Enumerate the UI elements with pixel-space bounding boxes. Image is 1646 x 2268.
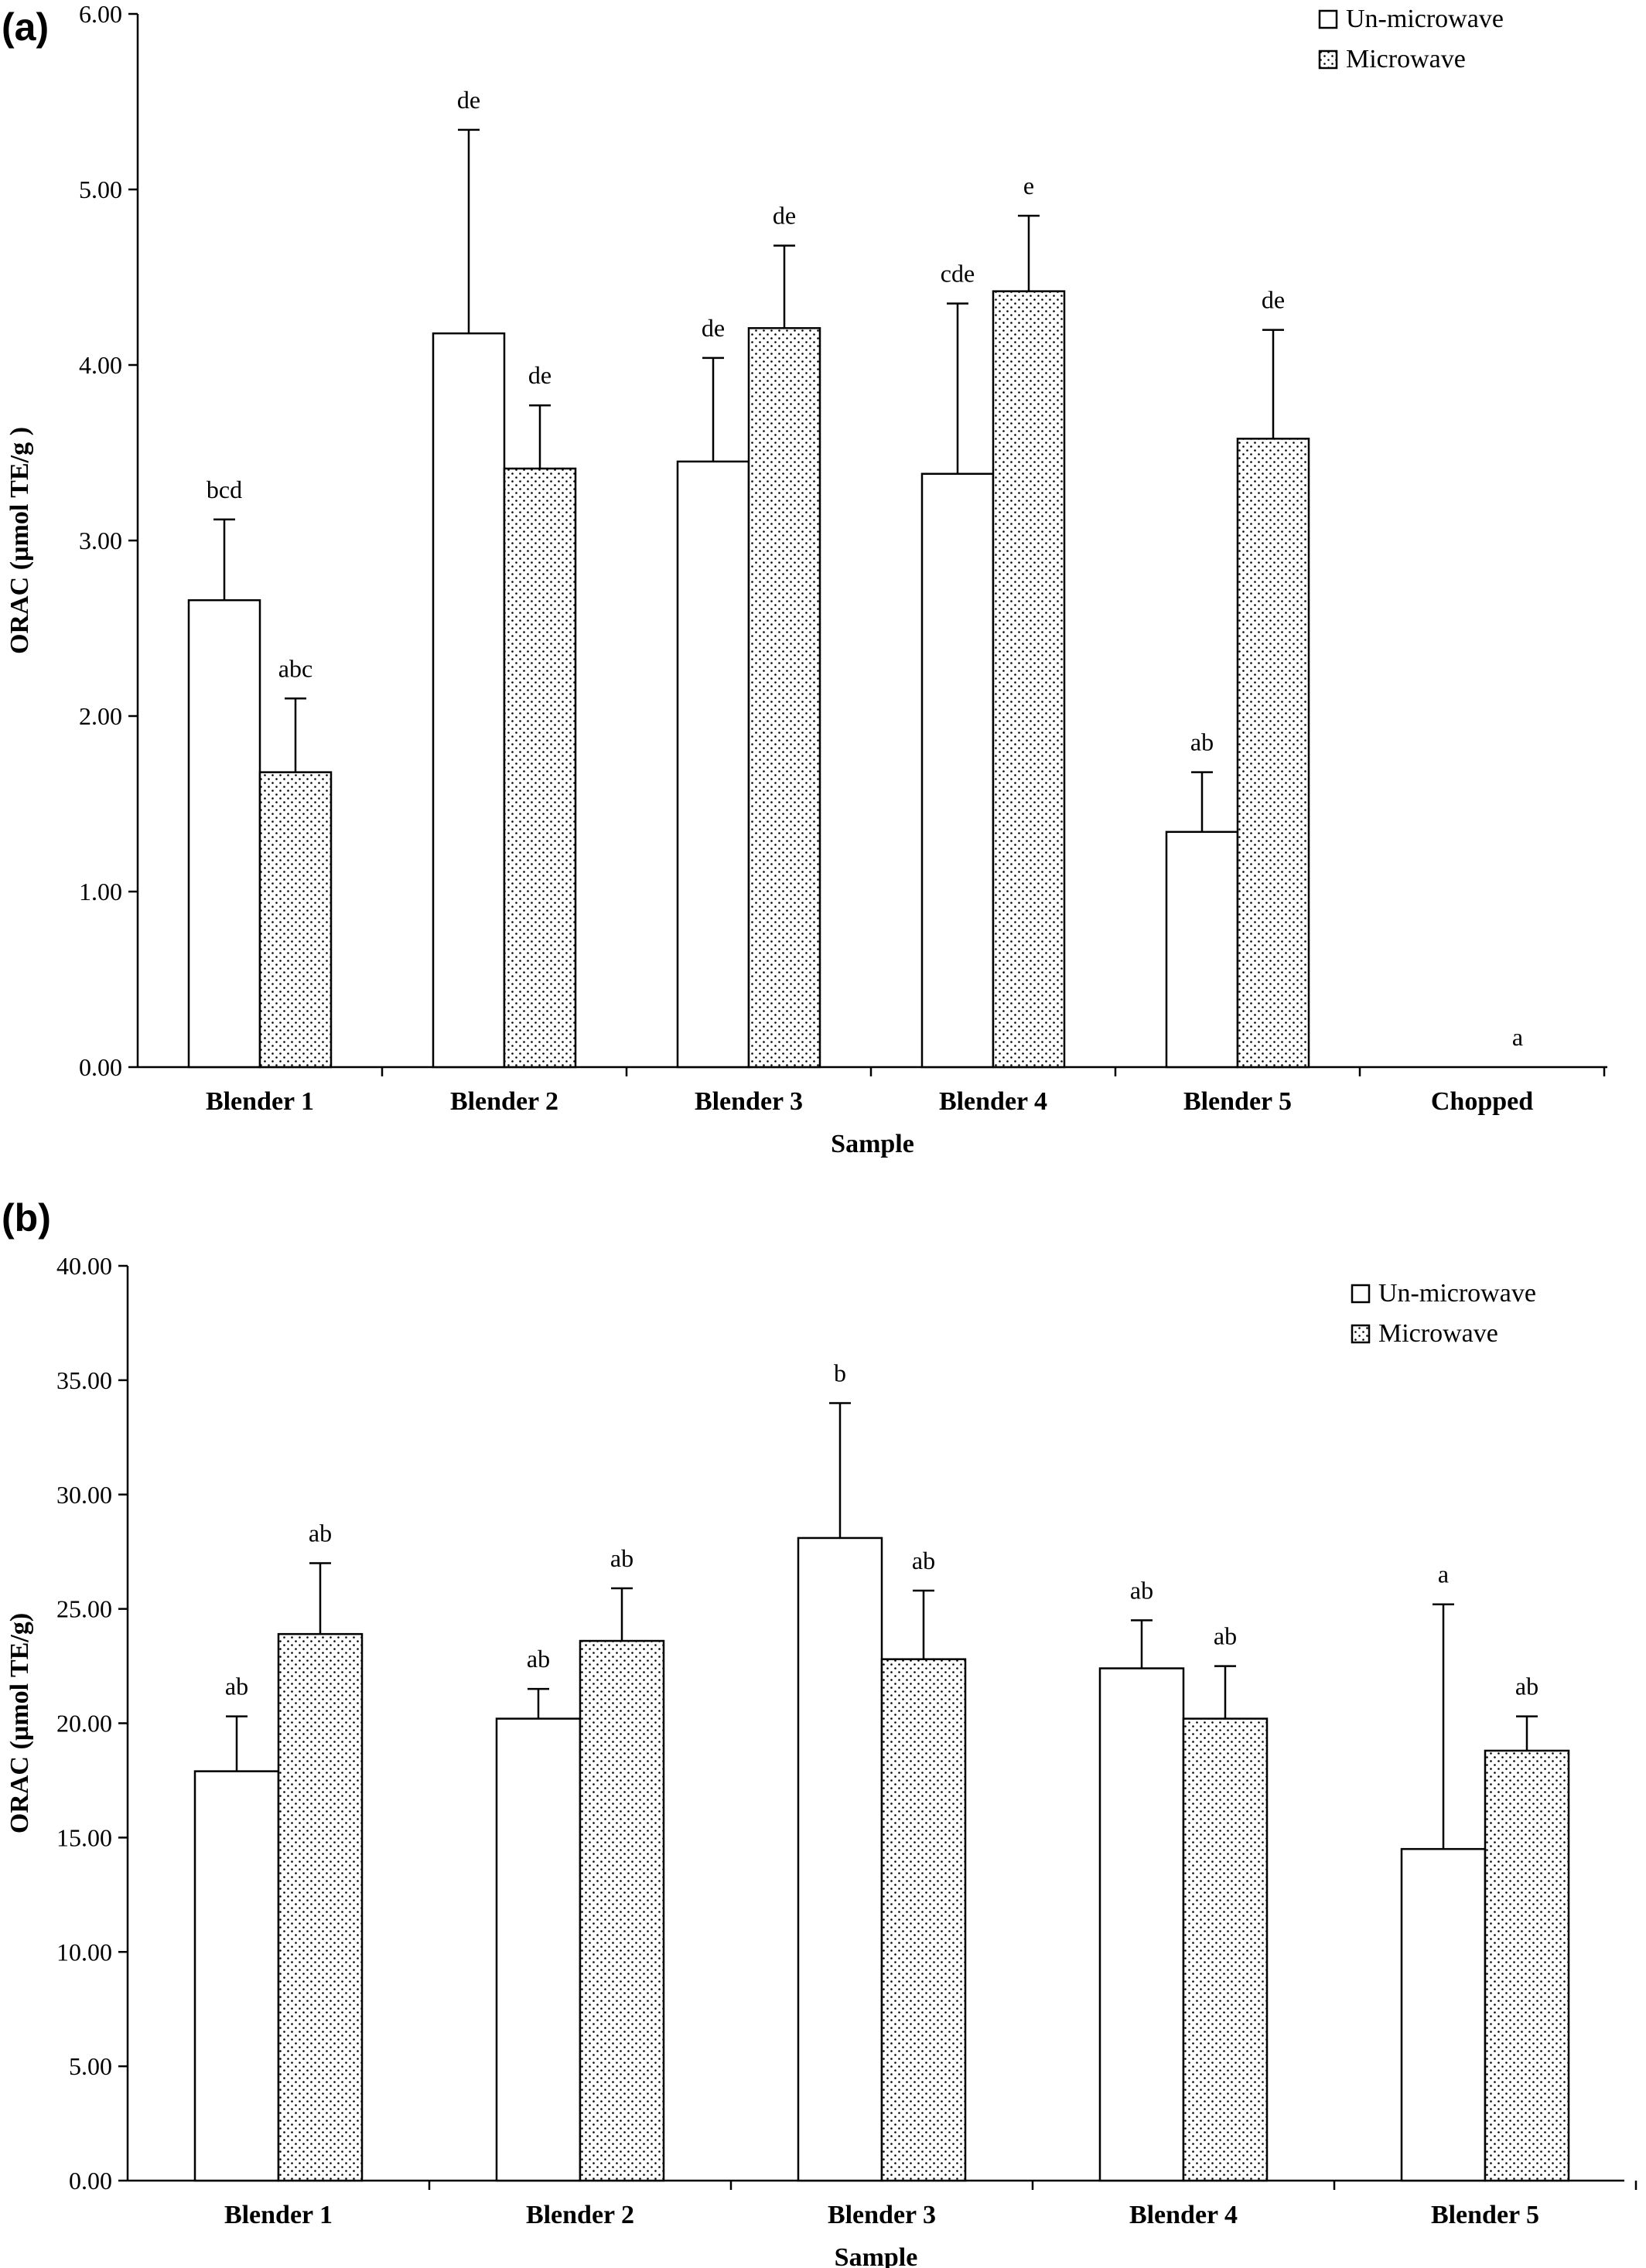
y-tick-label: 20.00	[56, 1710, 112, 1738]
significance-label: b	[834, 1359, 846, 1386]
y-tick-label: 0.00	[79, 1053, 122, 1081]
significance-label: e	[1023, 172, 1034, 200]
legend-label: Microwave	[1346, 45, 1466, 73]
legend-swatch	[1318, 49, 1338, 70]
bar-unmicrowave	[1400, 1847, 1487, 2182]
x-category-label: Blender 5	[1431, 2201, 1539, 2229]
legend-label: Un-microwave	[1378, 1279, 1536, 1308]
bar-microwave	[992, 290, 1066, 1069]
significance-label: abc	[278, 654, 312, 682]
bar-microwave	[503, 467, 577, 1069]
x-category-label: Blender 4	[939, 1087, 1047, 1116]
y-tick-label: 5.00	[79, 176, 122, 203]
bar-microwave	[880, 1658, 967, 2182]
y-tick-label: 2.00	[79, 702, 122, 730]
significance-label: ab	[1130, 1576, 1153, 1604]
y-tick-label: 30.00	[56, 1481, 112, 1509]
significance-label: ab	[527, 1645, 550, 1673]
significance-label: cde	[941, 260, 975, 288]
x-category-label: Chopped	[1431, 1087, 1533, 1116]
significance-label: de	[457, 86, 480, 114]
bar-microwave	[277, 1632, 364, 2182]
legend-label: Un-microwave	[1346, 5, 1504, 33]
y-tick-label: 5.00	[69, 2052, 112, 2080]
y-tick-label: 0.00	[69, 2167, 112, 2195]
bar-unmicrowave	[676, 460, 750, 1069]
x-axis-title: Sample	[835, 2243, 918, 2268]
significance-label: de	[528, 361, 552, 389]
panel-label: (b)	[2, 1196, 51, 1240]
y-tick-label: 3.00	[79, 527, 122, 554]
bar-unmicrowave	[495, 1717, 582, 2182]
bar-unmicrowave	[920, 472, 995, 1069]
chart-panel-a: (a) 0.00 1.00 2.00 3.00 4.00 5.00 6.00 ORAC (µmo…	[2, 0, 1607, 1158]
significance-label: de	[773, 202, 796, 230]
bar-microwave	[258, 771, 333, 1069]
significance-label: ab	[1214, 1622, 1237, 1650]
x-category-label: Blender 3	[695, 1087, 803, 1116]
y-tick-label: 6.00	[79, 0, 122, 28]
significance-label: ab	[912, 1547, 935, 1574]
bar-unmicrowave	[187, 599, 261, 1069]
bar-unmicrowave	[1165, 830, 1239, 1069]
bar-microwave	[579, 1639, 665, 2182]
bar-unmicrowave	[193, 1770, 280, 2182]
significance-label: ab	[225, 1673, 248, 1700]
legend-swatch	[1318, 9, 1338, 29]
y-tick-label: 35.00	[56, 1366, 112, 1394]
y-tick-label: 4.00	[79, 351, 122, 379]
x-category-label: Blender 5	[1183, 1087, 1292, 1116]
bar-unmicrowave	[432, 332, 506, 1069]
y-tick-label: 25.00	[56, 1595, 112, 1623]
bar-unmicrowave	[1098, 1667, 1185, 2182]
significance-label: ab	[610, 1544, 633, 1572]
y-tick-label: 40.00	[56, 1252, 112, 1280]
significance-label: a	[1438, 1560, 1449, 1588]
y-tick-label: 15.00	[56, 1823, 112, 1851]
significance-label: ab	[309, 1519, 332, 1547]
x-category-label: Blender 3	[828, 2201, 936, 2229]
legend-label: Microwave	[1378, 1319, 1498, 1348]
x-category-label: Blender 1	[224, 2201, 333, 2229]
panel-label: (a)	[2, 5, 49, 49]
y-tick-label: 10.00	[56, 1938, 112, 1966]
legend-swatch	[1351, 1324, 1371, 1344]
legend-swatch	[1351, 1284, 1371, 1304]
significance-label: de	[1262, 286, 1285, 314]
y-axis-title: ORAC (µmol TE/g)	[5, 1613, 34, 1833]
significance-label: ab	[1190, 728, 1214, 756]
bar-microwave	[747, 327, 821, 1069]
bar-microwave	[1236, 438, 1310, 1069]
significance-label: de	[702, 314, 725, 342]
chart-panel-b: (b) 0.00 5.00 10.00 15.00 20.00 25.00 30.00 35.0…	[2, 1196, 1637, 2268]
bar-microwave	[1484, 1749, 1570, 2182]
significance-label: bcd	[207, 476, 242, 503]
bar-microwave	[1182, 1717, 1269, 2182]
x-category-label: Blender 4	[1129, 2201, 1238, 2229]
x-category-label: Blender 2	[526, 2201, 634, 2229]
y-axis-title: ORAC (µmol TE/g )	[5, 427, 34, 654]
x-axis-title: Sample	[831, 1130, 914, 1158]
x-category-label: Blender 2	[450, 1087, 558, 1116]
y-tick-label: 1.00	[79, 878, 122, 905]
significance-label: ab	[1515, 1673, 1538, 1700]
bar-unmicrowave	[797, 1536, 883, 2182]
x-category-label: Blender 1	[206, 1087, 314, 1116]
significance-label: a	[1512, 1023, 1523, 1051]
